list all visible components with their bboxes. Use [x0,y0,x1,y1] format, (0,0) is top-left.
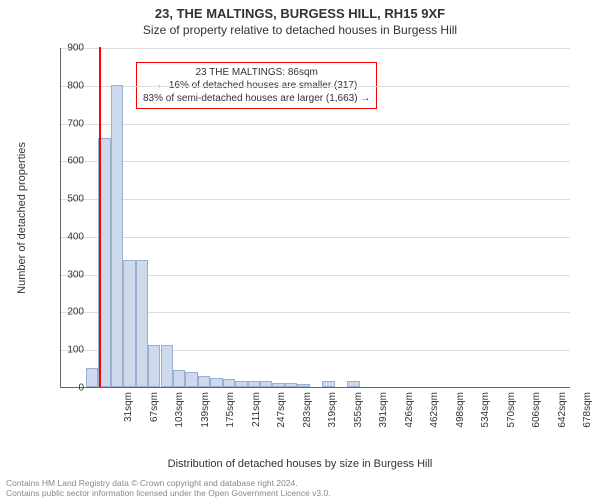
plot-region: 23 THE MALTINGS: 86sqm← 16% of detached … [60,48,570,388]
histogram-bar [210,378,222,387]
ytick-label: 500 [44,194,84,205]
footer-attribution: Contains HM Land Registry data © Crown c… [6,478,331,498]
ytick-label: 800 [44,80,84,91]
histogram-bar [161,345,173,387]
xtick-label: 606sqm [531,392,542,428]
ytick-label: 900 [44,43,84,54]
xtick-label: 67sqm [149,392,160,422]
x-axis-label: Distribution of detached houses by size … [0,458,600,470]
xtick-label: 355sqm [353,392,364,428]
footer-line2: Contains public sector information licen… [6,488,331,498]
title-line1: 23, THE MALTINGS, BURGESS HILL, RH15 9XF [0,6,600,21]
gridline [61,124,570,125]
histogram-bar [297,384,309,387]
histogram-bar [136,260,148,387]
xtick-label: 139sqm [200,392,211,428]
histogram-bar [148,345,160,387]
gridline [61,237,570,238]
xtick-label: 103sqm [174,392,185,428]
chart-title-block: 23, THE MALTINGS, BURGESS HILL, RH15 9XF… [0,0,600,37]
gridline [61,199,570,200]
histogram-bar [260,381,272,387]
xtick-label: 175sqm [225,392,236,428]
ytick-label: 700 [44,118,84,129]
ytick-label: 200 [44,307,84,318]
title-line2: Size of property relative to detached ho… [0,23,600,37]
histogram-bar [322,381,334,387]
annotation-line: 23 THE MALTINGS: 86sqm [143,66,370,79]
xtick-label: 678sqm [582,392,593,428]
xtick-label: 642sqm [557,392,568,428]
histogram-bar [272,383,284,387]
xtick-label: 319sqm [327,392,338,428]
histogram-bar [86,368,98,387]
annotation-line: 83% of semi-detached houses are larger (… [143,92,370,105]
xtick-label: 534sqm [480,392,491,428]
footer-line1: Contains HM Land Registry data © Crown c… [6,478,331,488]
xtick-label: 31sqm [123,392,134,422]
chart-area: 23 THE MALTINGS: 86sqm← 16% of detached … [60,48,570,418]
ytick-label: 600 [44,156,84,167]
xtick-label: 462sqm [429,392,440,428]
xtick-label: 247sqm [276,392,287,428]
gridline [61,161,570,162]
histogram-bar [285,383,297,387]
xtick-label: 391sqm [378,392,389,428]
xtick-label: 498sqm [455,392,466,428]
histogram-bar [235,381,247,387]
histogram-bar [223,379,235,387]
histogram-bar [173,370,185,387]
xtick-label: 570sqm [506,392,517,428]
xtick-label: 211sqm [251,392,262,427]
ytick-label: 400 [44,231,84,242]
reference-marker [99,47,101,387]
gridline [61,86,570,87]
histogram-bar [185,372,197,387]
histogram-bar [111,85,123,387]
histogram-bar [248,381,260,387]
histogram-bar [347,381,359,387]
y-axis-label: Number of detached properties [16,142,28,294]
ytick-label: 0 [44,383,84,394]
histogram-bar [198,376,210,387]
gridline [61,48,570,49]
ytick-label: 100 [44,345,84,356]
xtick-label: 283sqm [302,392,313,428]
xtick-label: 426sqm [404,392,415,428]
ytick-label: 300 [44,269,84,280]
histogram-bar [123,260,135,387]
